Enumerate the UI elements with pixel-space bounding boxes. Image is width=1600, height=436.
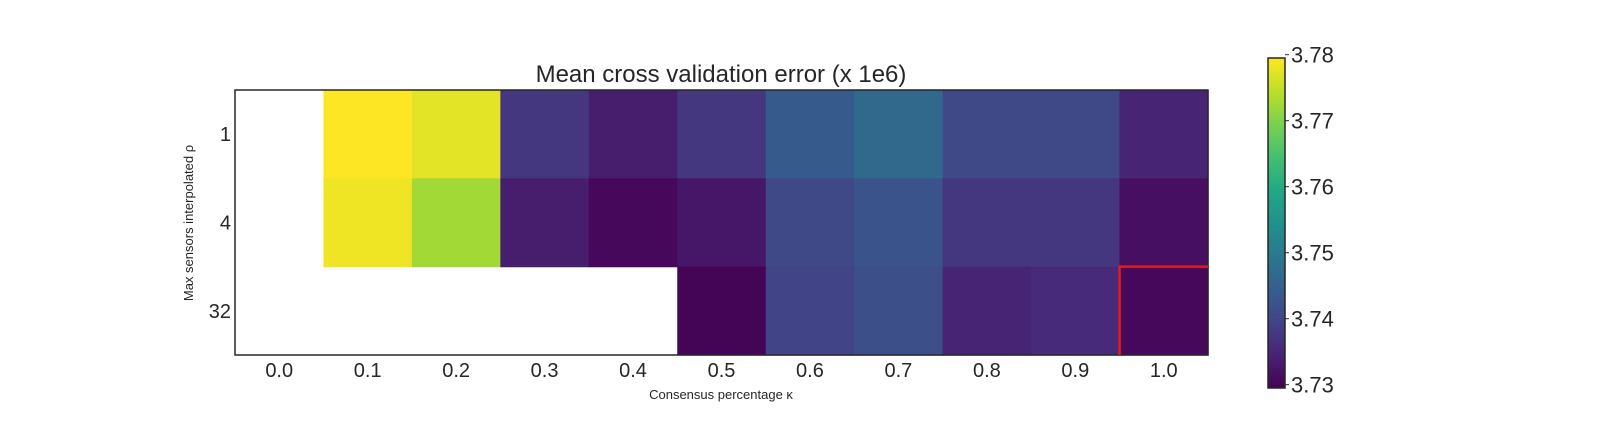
heatmap-cell xyxy=(500,90,590,179)
heatmap-cell xyxy=(588,178,678,268)
x-tick-label: 1.0 xyxy=(1150,360,1178,382)
heatmap-cell xyxy=(942,178,1032,268)
colorbar-tick-label: 3.75 xyxy=(1291,241,1334,266)
chart-title: Mean cross validation error (x 1e6) xyxy=(536,61,907,88)
heatmap-cell xyxy=(1031,266,1121,356)
x-tick-label: 0.2 xyxy=(442,360,470,382)
heatmap-cell xyxy=(854,178,944,268)
heatmap-cell xyxy=(854,266,944,356)
colorbar-tick-labels: 3.78 3.77 3.76 3.75 3.74 3.73 xyxy=(1285,43,1334,398)
heatmap-cell xyxy=(942,90,1032,179)
colorbar-tick-label: 3.74 xyxy=(1291,307,1334,332)
heatmap-cell xyxy=(411,90,501,179)
heatmap-cell xyxy=(765,90,855,179)
colorbar-tick-label: 3.77 xyxy=(1291,109,1334,134)
heatmap-cell xyxy=(677,90,767,179)
heatmap-cell xyxy=(323,90,413,179)
colorbar xyxy=(1267,57,1286,389)
heatmap-cell xyxy=(500,178,590,268)
x-tick-label: 0.1 xyxy=(354,360,382,382)
heatmap-cell xyxy=(854,90,944,179)
y-tick-label: 4 xyxy=(220,213,231,235)
heatmap-cell xyxy=(942,266,1032,356)
heatmap-cell xyxy=(588,90,678,179)
heatmap-cell xyxy=(677,266,767,356)
x-tick-label: 0.7 xyxy=(885,360,913,382)
y-axis-label: Max sensors interpolated ρ xyxy=(181,145,196,301)
heatmap-cell xyxy=(765,178,855,268)
highlight-marker xyxy=(1118,265,1208,355)
heatmap-cell xyxy=(1119,90,1209,179)
x-tick-label: 0.4 xyxy=(619,360,647,382)
heatmap-cell xyxy=(411,178,501,268)
heatmap-cell xyxy=(1119,266,1209,356)
y-tick-label: 1 xyxy=(220,124,231,146)
y-tick-labels: 1 4 32 xyxy=(209,124,231,323)
heatmap-cell xyxy=(323,178,413,268)
x-tick-label: 0.5 xyxy=(708,360,736,382)
heatmap-cell xyxy=(1119,178,1209,268)
heatmap-cell xyxy=(677,178,767,268)
colorbar-tick-label: 3.73 xyxy=(1291,373,1334,398)
x-tick-label: 0.3 xyxy=(531,360,559,382)
heatmap-cell xyxy=(765,266,855,356)
colorbar-tick-label: 3.76 xyxy=(1291,175,1334,200)
plot-frame xyxy=(234,89,1209,356)
heatmap-cell xyxy=(1031,178,1121,268)
heatmap-cell xyxy=(1031,90,1121,179)
x-tick-label: 0.9 xyxy=(1061,360,1089,382)
x-tick-label: 0.8 xyxy=(973,360,1001,382)
y-tick-label: 32 xyxy=(209,301,231,323)
x-tick-labels: 0.0 0.1 0.2 0.3 0.4 0.5 0.6 0.7 0.8 0.9 1.0 xyxy=(265,360,1177,382)
x-tick-label: 0.6 xyxy=(796,360,824,382)
highlight-layer xyxy=(1118,265,1208,355)
heatmap-cells xyxy=(323,90,1209,356)
colorbar-tick-label: 3.78 xyxy=(1291,43,1334,68)
x-axis-label: Consensus percentage κ xyxy=(649,387,793,402)
x-tick-label: 0.0 xyxy=(265,360,293,382)
